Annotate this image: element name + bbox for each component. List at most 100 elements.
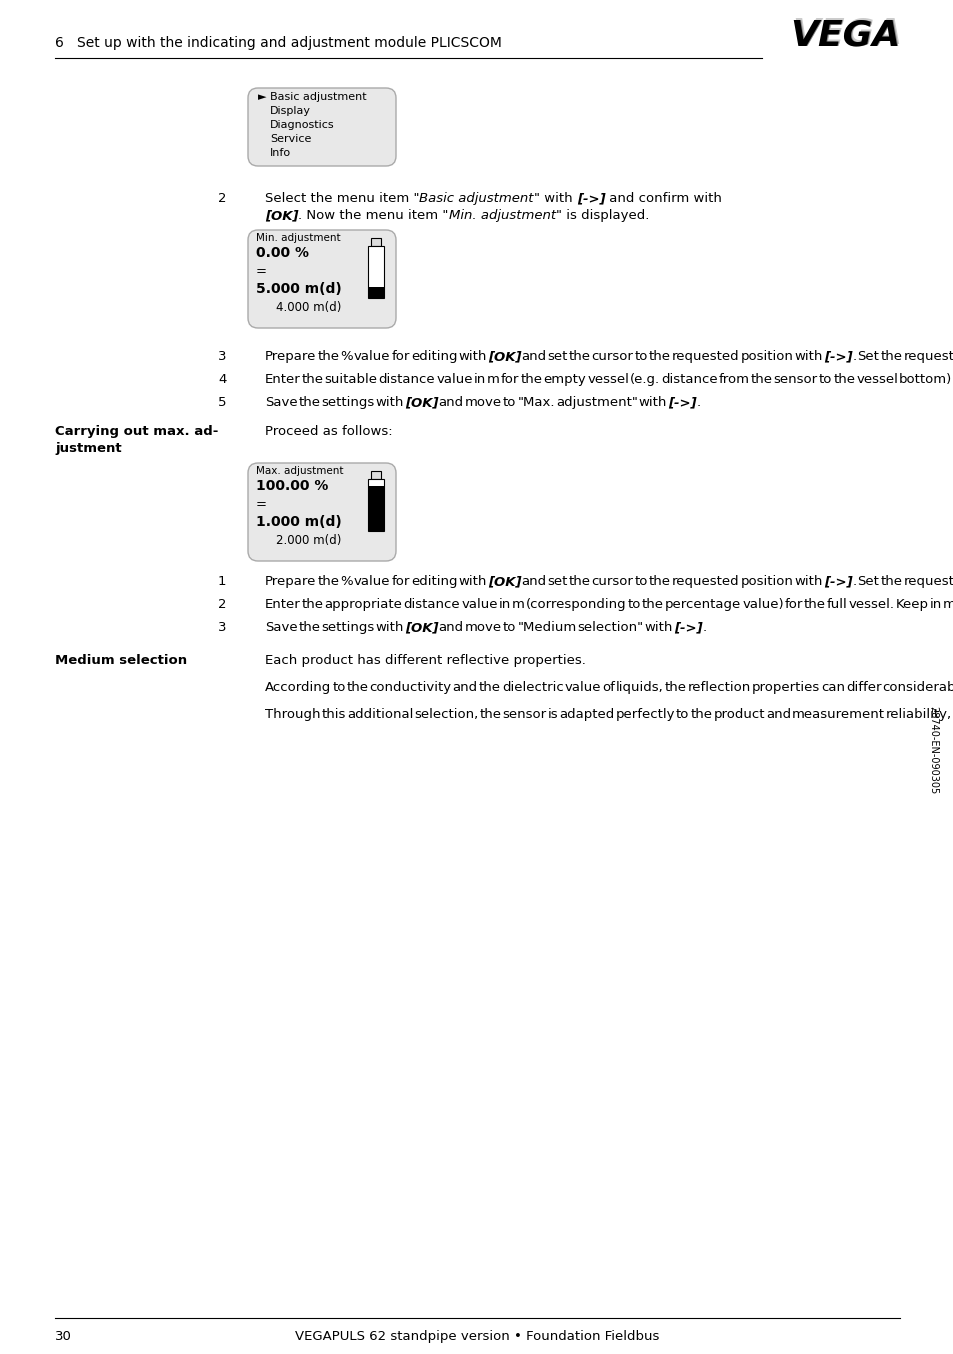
Text: m: m xyxy=(512,598,524,611)
Text: 2: 2 xyxy=(218,192,226,204)
Text: the: the xyxy=(664,681,686,695)
Text: Prepare: Prepare xyxy=(265,349,316,363)
Text: [->]: [->] xyxy=(823,349,852,363)
Text: 0.00 %: 0.00 % xyxy=(255,246,309,260)
Text: Max. adjustment: Max. adjustment xyxy=(255,466,343,477)
Text: the: the xyxy=(880,575,902,588)
Text: position: position xyxy=(740,349,793,363)
Text: with: with xyxy=(375,395,404,409)
Text: for: for xyxy=(391,575,410,588)
Text: perfectly: perfectly xyxy=(615,708,675,720)
Text: 1.000 m(d): 1.000 m(d) xyxy=(255,515,341,529)
Text: with: with xyxy=(457,349,486,363)
Text: .: . xyxy=(852,575,856,588)
Bar xyxy=(368,486,384,531)
Text: 5: 5 xyxy=(218,395,226,409)
Text: VEGA: VEGA xyxy=(790,18,901,51)
Text: Enter: Enter xyxy=(265,598,300,611)
Text: the: the xyxy=(568,575,590,588)
Text: 100.00 %: 100.00 % xyxy=(255,479,328,493)
Text: Set: Set xyxy=(857,575,879,588)
Text: bottom): bottom) xyxy=(898,372,951,386)
Text: 30: 30 xyxy=(55,1330,71,1343)
Text: and: and xyxy=(438,621,463,634)
Text: the: the xyxy=(648,349,670,363)
Text: [OK]: [OK] xyxy=(405,395,438,409)
Text: requested: requested xyxy=(671,349,739,363)
Text: for: for xyxy=(391,349,410,363)
Text: "Medium: "Medium xyxy=(517,621,576,634)
Text: with: with xyxy=(375,621,404,634)
Text: vessel.: vessel. xyxy=(848,598,894,611)
Text: appropriate: appropriate xyxy=(324,598,402,611)
Text: 1: 1 xyxy=(218,575,226,588)
Text: Carrying out max. ad-: Carrying out max. ad- xyxy=(55,425,218,437)
Text: move: move xyxy=(464,395,501,409)
Text: value: value xyxy=(354,349,390,363)
Bar xyxy=(368,246,384,298)
Text: (e.g.: (e.g. xyxy=(629,372,659,386)
Text: .: . xyxy=(852,349,856,363)
Bar xyxy=(368,479,384,531)
Text: suitable: suitable xyxy=(324,372,377,386)
Text: adjustment": adjustment" xyxy=(556,395,638,409)
Text: Save: Save xyxy=(265,621,297,634)
Text: percentage: percentage xyxy=(664,598,740,611)
Text: the: the xyxy=(298,395,320,409)
Text: 2.000 m(d): 2.000 m(d) xyxy=(275,533,341,547)
Text: with: with xyxy=(794,349,822,363)
Text: m: m xyxy=(487,372,499,386)
Text: 6   Set up with the indicating and adjustment module PLICSCOM: 6 Set up with the indicating and adjustm… xyxy=(55,37,501,50)
Text: properties: properties xyxy=(751,681,820,695)
Text: to: to xyxy=(332,681,345,695)
Text: Diagnostics: Diagnostics xyxy=(270,121,335,130)
Text: Display: Display xyxy=(270,106,311,116)
Text: the: the xyxy=(519,372,542,386)
Text: Basic adjustment: Basic adjustment xyxy=(419,192,534,204)
Text: Prepare: Prepare xyxy=(265,575,316,588)
Text: adapted: adapted xyxy=(558,708,614,720)
Text: set: set xyxy=(547,575,567,588)
Text: .: . xyxy=(696,395,700,409)
Text: VEGA: VEGA xyxy=(789,19,900,53)
Text: 4.000 m(d): 4.000 m(d) xyxy=(275,301,341,314)
Text: dielectric: dielectric xyxy=(501,681,563,695)
Text: the: the xyxy=(880,349,902,363)
Text: with: with xyxy=(794,575,822,588)
Text: from: from xyxy=(718,372,749,386)
Text: cursor: cursor xyxy=(591,349,633,363)
Text: this: this xyxy=(321,708,346,720)
Text: the: the xyxy=(803,598,825,611)
Text: set: set xyxy=(547,349,567,363)
Text: settings: settings xyxy=(321,395,375,409)
Text: to: to xyxy=(676,708,689,720)
Text: distance: distance xyxy=(403,598,459,611)
Text: [OK]: [OK] xyxy=(405,621,438,634)
Text: of: of xyxy=(601,681,615,695)
Text: Select the menu item ": Select the menu item " xyxy=(265,192,419,204)
Text: Proceed as follows:: Proceed as follows: xyxy=(265,425,393,437)
Text: to: to xyxy=(818,372,831,386)
Text: ► Basic adjustment: ► Basic adjustment xyxy=(257,92,366,102)
Text: to: to xyxy=(627,598,640,611)
Text: Save: Save xyxy=(265,395,297,409)
Text: considerably.: considerably. xyxy=(882,681,953,695)
Text: Service: Service xyxy=(270,134,311,144)
Text: 4: 4 xyxy=(218,372,226,386)
Text: Min. adjustment: Min. adjustment xyxy=(449,209,556,222)
Text: %: % xyxy=(340,575,353,588)
Text: value): value) xyxy=(741,598,783,611)
Text: in: in xyxy=(474,372,486,386)
Text: additional: additional xyxy=(347,708,413,720)
Text: the: the xyxy=(641,598,663,611)
Text: and: and xyxy=(520,575,546,588)
Text: sensor: sensor xyxy=(773,372,817,386)
Text: vessel: vessel xyxy=(586,372,628,386)
Text: value: value xyxy=(436,372,473,386)
Text: [->]: [->] xyxy=(667,395,696,409)
Text: and: and xyxy=(765,708,790,720)
Text: distance: distance xyxy=(378,372,435,386)
Text: settings: settings xyxy=(321,621,375,634)
Text: position: position xyxy=(740,575,793,588)
Text: the: the xyxy=(298,621,320,634)
